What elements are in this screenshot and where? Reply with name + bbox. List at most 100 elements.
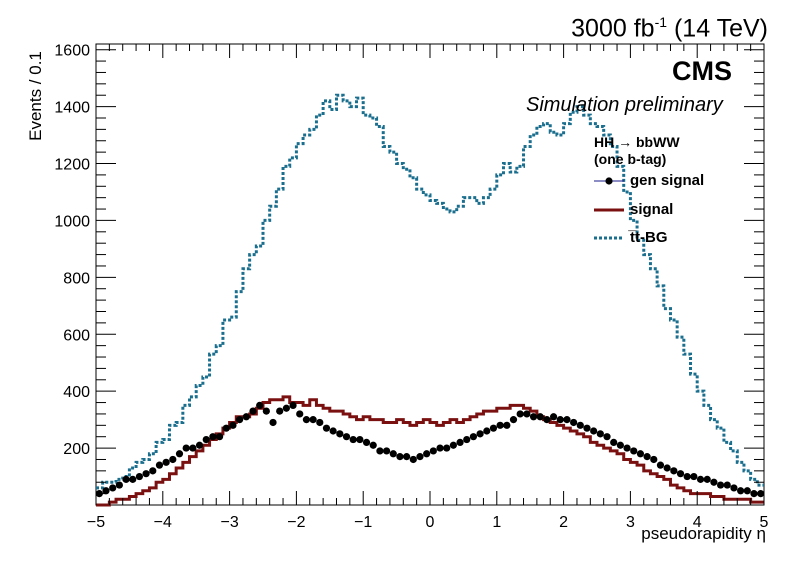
gen-signal-point (563, 416, 571, 424)
gen-signal-point (135, 472, 144, 481)
x-tick-label: −1 (354, 514, 372, 531)
gen-signal-point (403, 453, 411, 461)
gen-signal-point (316, 418, 324, 427)
gen-signal-point (362, 438, 371, 446)
gen-signal-point (289, 401, 297, 410)
gen-signal-point (449, 441, 457, 449)
legend-marker-gen-signal-point (605, 177, 613, 185)
gen-signal-point (496, 421, 504, 429)
gen-signal-point (503, 421, 511, 429)
gen-signal-point (389, 450, 397, 458)
gen-signal-point (342, 433, 351, 441)
gen-signal-point (716, 481, 725, 489)
legend-title-line1: HH → bbWW (594, 134, 680, 150)
gen-signal-point (737, 487, 745, 495)
gen-signal-point (209, 433, 217, 441)
gen-signal-point (242, 413, 250, 421)
gen-signal-point (296, 410, 304, 418)
gen-signal-point (249, 407, 257, 415)
gen-signal-point (416, 453, 424, 461)
gen-signal-point (162, 458, 170, 466)
gen-signal-point (276, 407, 284, 415)
gen-signal-point (543, 416, 551, 424)
y-tick-label: 400 (63, 384, 90, 401)
gen-signal-point (282, 404, 290, 412)
x-tick-label: 2 (559, 514, 568, 531)
x-tick-label: −5 (87, 514, 105, 531)
legend-markers (594, 177, 624, 240)
gen-signal-point (436, 444, 444, 452)
gen-signal-point (683, 472, 691, 481)
gen-signal-point (690, 472, 698, 481)
gen-signal-point (523, 410, 531, 418)
gen-signal-point (636, 450, 645, 458)
gen-signal-point (549, 413, 558, 421)
series-layer (95, 93, 765, 507)
gen-signal-point (443, 444, 451, 452)
gen-signal-point (109, 484, 117, 492)
x-tick-label: 4 (693, 514, 702, 531)
y-tick-label: 800 (63, 270, 90, 287)
gen-signal-point (149, 467, 157, 475)
gen-signal-point (169, 455, 177, 464)
gen-signal-point (743, 487, 751, 495)
x-axis-label: pseudorapidity η (641, 524, 766, 543)
gen-signal-point (509, 416, 518, 424)
gen-signal-point (610, 438, 618, 446)
x-tick-label: 0 (426, 514, 435, 531)
gen-signal-point (670, 467, 678, 475)
ttbar-bg-line (96, 93, 764, 490)
gen-signal-point (630, 447, 638, 455)
gen-signal-point (396, 453, 404, 461)
gen-signal-point (576, 421, 584, 429)
gen-signal-point (476, 430, 484, 438)
y-tick-label: 1600 (54, 43, 90, 60)
y-tick-label: 1200 (54, 157, 90, 174)
y-tick-label: 1000 (54, 213, 90, 230)
gen-signal-point (750, 490, 758, 498)
gen-signal-point (483, 427, 491, 435)
gen-signal-point (175, 450, 184, 458)
gen-signal-point (423, 450, 431, 458)
gen-signal-point (596, 430, 604, 438)
gen-signal-point (456, 438, 464, 446)
gen-signal-point (309, 416, 317, 424)
gen-signal-point (122, 475, 130, 483)
gen-signal-point (603, 433, 611, 441)
gen-signal-point (696, 475, 705, 483)
x-tick-label: 3 (626, 514, 635, 531)
gen-signal-point (409, 455, 417, 464)
gen-signal-point (195, 441, 204, 449)
gen-signal-point (236, 416, 244, 424)
luminosity-label: 3000 fb-1 (14 TeV) (571, 14, 768, 43)
gen-signal-point (256, 401, 264, 410)
y-axis-label: Events / 0.1 (26, 51, 45, 141)
legend-entry-ttbar-bg: t̅t-BG (630, 229, 668, 246)
legend-title-line2: (one b-tag) (594, 151, 667, 167)
gen-signal-point (155, 461, 164, 469)
gen-signal-point (570, 418, 578, 427)
gen-signal-point (469, 433, 478, 441)
gen-signal-point (262, 407, 270, 415)
gen-signal-point (650, 455, 658, 464)
gen-signal-point (429, 447, 437, 455)
gen-signal-point (322, 424, 331, 432)
gen-signal-point (369, 441, 377, 449)
gen-signal-point (269, 418, 277, 427)
gen-signal-point (623, 444, 631, 452)
gen-signal-point (583, 424, 591, 432)
legend-entry-gen-signal: gen signal (630, 172, 705, 189)
gen-signal-point (302, 416, 311, 424)
gen-signal-point (202, 435, 210, 444)
gen-signal-point (189, 444, 197, 452)
gen-signal-point (349, 435, 357, 444)
gen-signal-point (229, 421, 237, 429)
gen-signal-point (663, 464, 671, 472)
simulation-preliminary-label: Simulation preliminary (526, 94, 723, 116)
gen-signal-point (182, 444, 190, 452)
gen-signal-point (536, 413, 544, 421)
y-tick-label: 200 (63, 441, 90, 458)
gen-signal-point (656, 461, 665, 469)
gen-signal-point (142, 470, 150, 478)
